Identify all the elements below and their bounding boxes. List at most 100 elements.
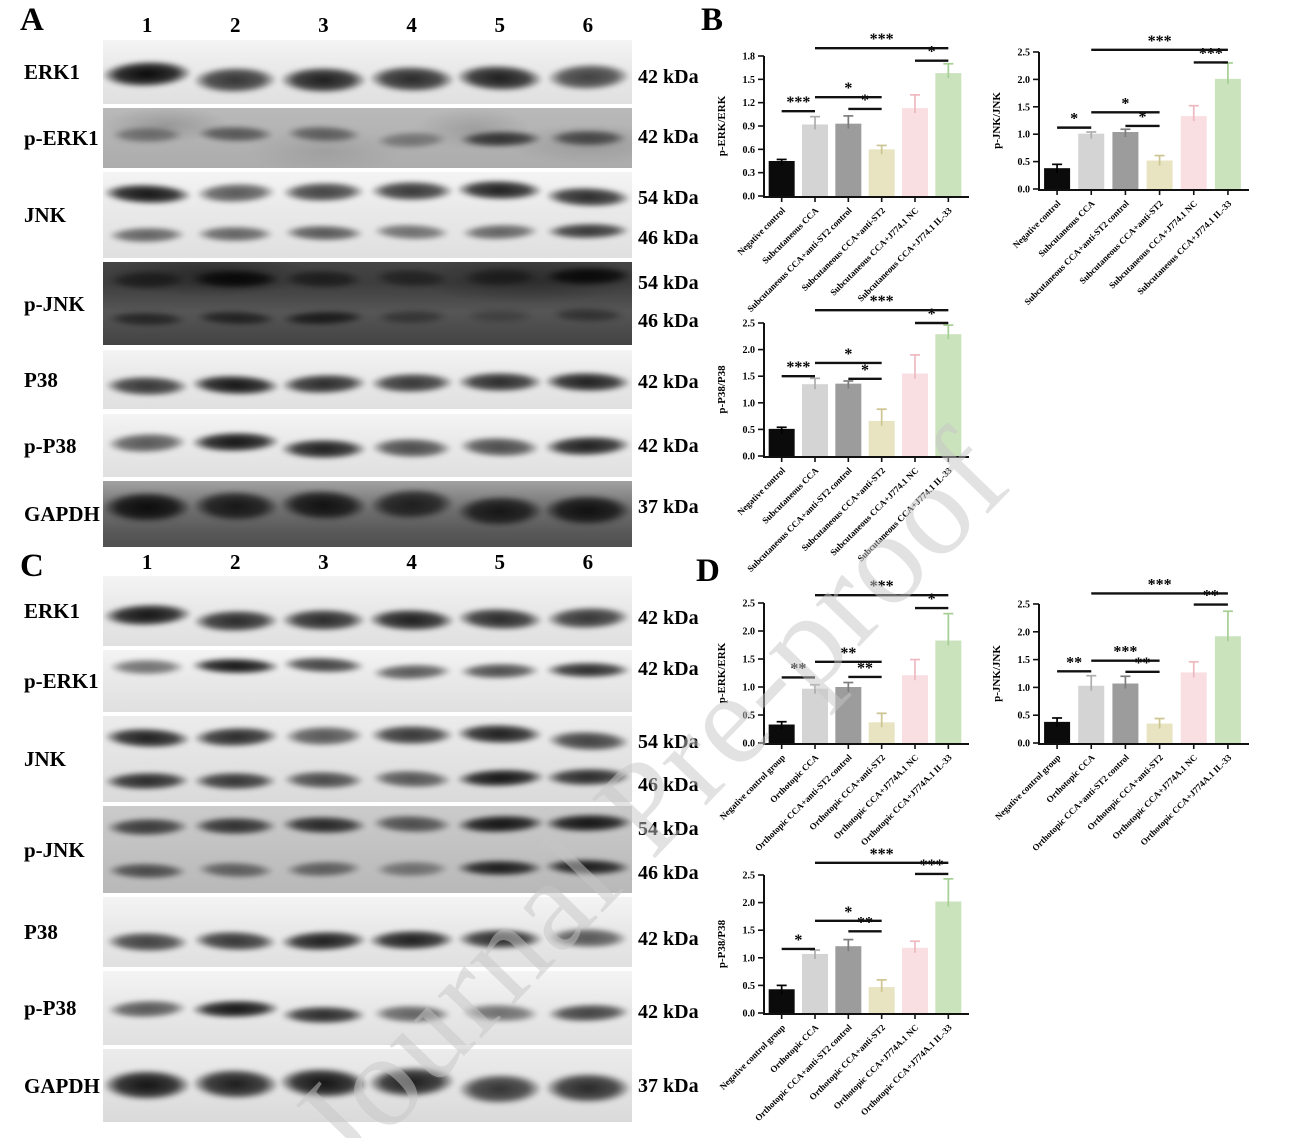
blot-band bbox=[368, 607, 455, 632]
blot-band bbox=[103, 1069, 191, 1100]
y-tick-label: 0.3 bbox=[743, 168, 756, 179]
y-tick-label: 0.0 bbox=[1018, 739, 1031, 750]
blot-band bbox=[370, 725, 453, 746]
blot-band bbox=[105, 771, 189, 791]
kda-label: 42 kDa bbox=[638, 371, 699, 394]
bar bbox=[902, 675, 928, 743]
y-tick-label: 1.0 bbox=[743, 398, 756, 409]
blot-band bbox=[106, 817, 188, 837]
y-tick-label: 0.5 bbox=[1018, 711, 1031, 722]
kda-label: 46 kDa bbox=[638, 226, 699, 249]
y-tick-label: 0.5 bbox=[1018, 157, 1031, 168]
bar bbox=[902, 108, 928, 196]
bar bbox=[935, 640, 962, 743]
bar bbox=[802, 688, 828, 743]
y-tick-label: 2.5 bbox=[1018, 600, 1031, 611]
kda-label: 42 kDa bbox=[638, 607, 699, 629]
blot-label-a-p-erk1: p-ERK1 bbox=[24, 126, 99, 150]
y-tick-label: 1.8 bbox=[743, 52, 756, 63]
lane-number-c-2: 2 bbox=[230, 550, 241, 574]
blot-band bbox=[197, 861, 273, 880]
y-tick-label: 1.2 bbox=[743, 98, 756, 109]
significance-stars: *** bbox=[1148, 33, 1172, 50]
blot-band bbox=[549, 130, 627, 147]
y-tick-label: 2.0 bbox=[743, 345, 756, 356]
kda-label: 42 kDa bbox=[638, 1000, 699, 1023]
significance-stars: * bbox=[861, 92, 869, 109]
blot-image-a-p-erk1 bbox=[103, 108, 632, 168]
kda-label: 42 kDa bbox=[638, 66, 699, 89]
significance-stars: * bbox=[844, 904, 852, 921]
blot-image-c-p-jnk bbox=[103, 806, 632, 893]
significance-stars: *** bbox=[920, 857, 944, 874]
blot-band bbox=[108, 862, 186, 880]
y-tick-label: 2.0 bbox=[1018, 75, 1031, 86]
blot-band bbox=[193, 725, 278, 748]
blot-band bbox=[108, 999, 187, 1020]
bar bbox=[835, 383, 862, 456]
y-tick-label: 2.5 bbox=[1018, 48, 1031, 59]
bar bbox=[802, 384, 828, 456]
kda-label: 46 kDa bbox=[638, 309, 699, 332]
lane-number-c-3: 3 bbox=[318, 550, 329, 574]
lane-number-a-3: 3 bbox=[318, 13, 329, 37]
blot-label-c-p38: P38 bbox=[24, 920, 58, 944]
blot-band bbox=[280, 929, 367, 952]
blot-band bbox=[192, 1068, 278, 1100]
blot-band bbox=[546, 605, 630, 631]
y-axis-title: p-JNK/JNK bbox=[991, 92, 1003, 149]
bar bbox=[1044, 168, 1071, 189]
significance-stars: ** bbox=[1203, 588, 1219, 605]
blot-band bbox=[103, 602, 191, 628]
kda-label: 42 kDa bbox=[638, 928, 699, 950]
y-tick-label: 1.5 bbox=[743, 372, 756, 383]
blot-band bbox=[368, 929, 455, 951]
blot-label-a-p38: P38 bbox=[24, 367, 58, 392]
blot-band bbox=[193, 490, 278, 522]
blot-image-a-erk1 bbox=[103, 40, 632, 104]
blot-band bbox=[286, 124, 361, 143]
x-category-label: Negative control group bbox=[718, 1022, 787, 1091]
blot-band bbox=[457, 606, 542, 632]
lane-number-a-6: 6 bbox=[582, 13, 594, 37]
bar bbox=[1112, 132, 1139, 189]
blot-band bbox=[372, 814, 451, 835]
significance-stars: ** bbox=[840, 645, 856, 662]
y-tick-label: 0.9 bbox=[743, 122, 756, 133]
blot-band bbox=[545, 858, 631, 876]
blot-label-c-gapdh: GAPDH bbox=[24, 1073, 100, 1098]
blot-image-c-erk1 bbox=[103, 576, 632, 646]
blot-band bbox=[370, 487, 454, 521]
bar bbox=[1214, 78, 1241, 189]
kda-label: 54 kDa bbox=[638, 186, 699, 209]
blot-band bbox=[459, 435, 540, 459]
significance-stars: *** bbox=[1199, 45, 1223, 62]
significance-stars: ** bbox=[790, 660, 806, 677]
blot-band bbox=[456, 63, 543, 93]
blot-band bbox=[457, 494, 542, 527]
blot-image-c-p-p38 bbox=[103, 971, 632, 1045]
blot-image-c-jnk bbox=[103, 716, 632, 802]
significance-stars: * bbox=[844, 80, 852, 97]
significance-stars: ** bbox=[857, 914, 873, 931]
blot-image-a-gapdh bbox=[103, 481, 632, 547]
blot-band bbox=[552, 307, 624, 323]
blot-band bbox=[546, 222, 630, 240]
blot-band bbox=[284, 725, 363, 747]
blot-band bbox=[197, 225, 274, 242]
blot-band bbox=[280, 488, 367, 522]
y-tick-label: 1.0 bbox=[743, 683, 756, 694]
significance-stars: *** bbox=[870, 293, 894, 310]
kda-label: 42 kDa bbox=[638, 434, 699, 457]
significance-stars: * bbox=[844, 346, 852, 363]
blot-band bbox=[372, 662, 451, 682]
blot-image-a-p38 bbox=[103, 350, 632, 409]
blot-label-a-jnk: JNK bbox=[24, 203, 66, 227]
kda-label: 46 kDa bbox=[638, 861, 699, 884]
blot-band bbox=[549, 927, 627, 949]
y-tick-label: 2.5 bbox=[743, 319, 756, 330]
blot-band bbox=[279, 1066, 368, 1100]
bar bbox=[1214, 636, 1241, 743]
